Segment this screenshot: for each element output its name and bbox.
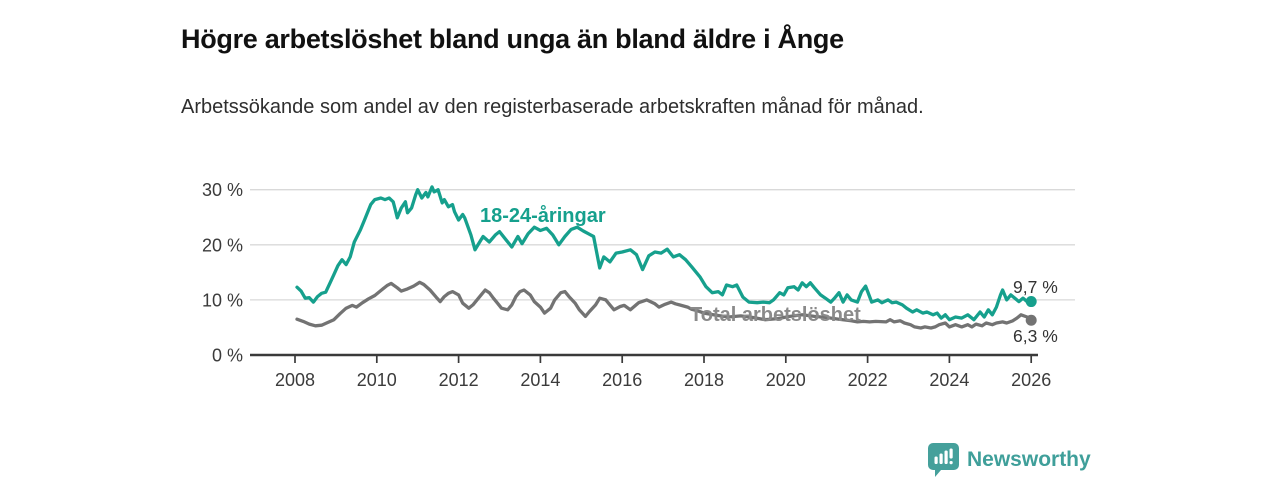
x-tick-label: 2024 (929, 370, 969, 390)
series-end-dot (1025, 314, 1037, 326)
newsworthy-logo[interactable]: Newsworthy (928, 443, 1091, 477)
y-tick-label: 10 % (202, 290, 243, 310)
x-tick-label: 2022 (848, 370, 888, 390)
x-tick-label: 2016 (602, 370, 642, 390)
y-tick-label: 0 % (212, 346, 243, 366)
x-tick-label: 2026 (1011, 370, 1051, 390)
newsworthy-logo-text: Newsworthy (967, 448, 1091, 471)
series-end-dot (1025, 296, 1037, 308)
newsworthy-logo-icon (928, 443, 959, 477)
chart-title: Högre arbetslöshet bland unga än bland ä… (181, 24, 844, 55)
series-line (295, 280, 1033, 330)
x-tick-label: 2012 (439, 370, 479, 390)
x-tick-label: 2020 (766, 370, 806, 390)
end-value-label-young: 9,7 % (1013, 277, 1058, 297)
end-value-label-total: 6,3 % (1013, 326, 1058, 346)
x-tick-label: 2014 (520, 370, 560, 390)
series-label-young: 18-24-åringar (480, 205, 606, 227)
series-label-total: Total arbetslöshet (690, 304, 861, 326)
chart-subtitle: Arbetssökande som andel av den registerb… (181, 96, 924, 118)
x-tick-label: 2018 (684, 370, 724, 390)
y-tick-label: 20 % (202, 235, 243, 255)
series-line (295, 185, 1033, 322)
x-tick-label: 2010 (357, 370, 397, 390)
y-tick-label: 30 % (202, 180, 243, 200)
x-tick-label: 2008 (275, 370, 315, 390)
